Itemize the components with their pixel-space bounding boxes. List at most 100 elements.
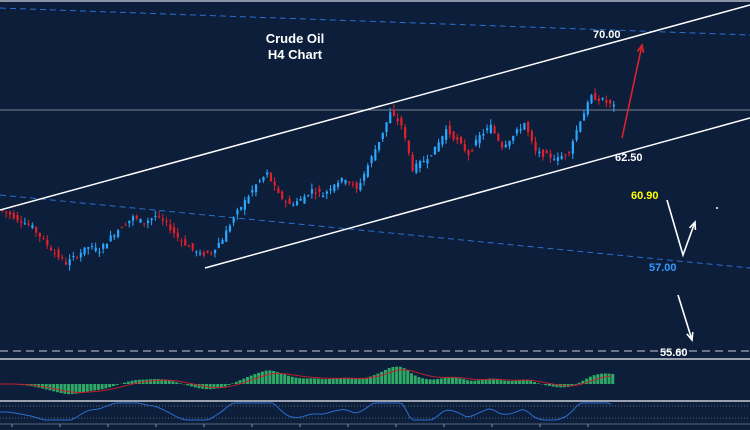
candle-body <box>530 131 533 141</box>
candle-body <box>154 215 157 217</box>
candle-body <box>150 218 153 221</box>
candle-body <box>467 150 470 156</box>
forecast-arrow-bounce-icon-head <box>688 220 697 231</box>
candle-body <box>556 157 560 161</box>
macd-bar <box>350 378 354 384</box>
macd-bar <box>484 379 488 384</box>
candle-body <box>452 131 455 140</box>
level-label-70: 70.00 <box>593 29 621 41</box>
candle-body <box>523 123 526 130</box>
macd-bar <box>503 380 507 384</box>
macd-bar <box>462 379 466 384</box>
candle-body <box>459 137 463 144</box>
candle-body <box>117 230 120 237</box>
macd-bar <box>309 378 313 384</box>
candle-body <box>31 224 34 228</box>
macd-bar <box>149 379 153 384</box>
candle-body <box>564 154 567 156</box>
candle-body <box>385 122 388 133</box>
candle-body <box>571 141 574 154</box>
macd-bar <box>555 384 559 388</box>
macd-bar <box>52 384 56 392</box>
candle-body <box>486 128 489 131</box>
macd-bar <box>152 378 156 384</box>
candle-body <box>568 152 571 154</box>
level-label-60-90: 60.90 <box>631 190 659 202</box>
forecast-arrow-up-icon <box>621 44 643 139</box>
macd-bar <box>279 373 283 384</box>
candle-body <box>508 140 511 147</box>
candle-body <box>251 189 254 193</box>
candle-body <box>307 195 310 197</box>
macd-bar <box>424 379 428 384</box>
macd-bar <box>55 384 59 393</box>
dashed-trendline-lower <box>0 194 750 269</box>
candle-body <box>292 204 295 206</box>
candle-body <box>355 182 358 190</box>
macd-bar <box>477 380 481 384</box>
macd-bar <box>246 377 249 384</box>
macd-bar <box>354 379 358 384</box>
candle-body <box>392 109 396 116</box>
candle-body <box>53 252 56 254</box>
macd-signal-line <box>0 369 612 393</box>
candle-body <box>124 224 127 226</box>
macd-bar <box>547 384 551 386</box>
macd-bar <box>260 371 264 384</box>
macd-bar <box>570 384 574 387</box>
macd-bar <box>451 377 454 384</box>
macd-bar <box>603 373 607 384</box>
candle-body <box>16 215 19 221</box>
candle-body <box>221 240 224 244</box>
macd-bar <box>387 368 391 384</box>
macd-bar <box>380 371 384 384</box>
candle-body <box>64 261 68 265</box>
candle-body <box>322 195 325 198</box>
macd-bar <box>134 380 138 384</box>
candle-body <box>400 117 403 126</box>
candle-body <box>590 95 593 104</box>
marker-dot <box>716 207 718 209</box>
candle-body <box>441 136 444 145</box>
macd-bar <box>115 384 119 385</box>
candle-body <box>57 249 60 258</box>
macd-bar <box>324 379 328 384</box>
macd-bar <box>551 384 555 387</box>
candle-body <box>299 198 302 201</box>
macd-bar <box>328 378 331 384</box>
macd-bar <box>480 379 484 384</box>
macd-bar <box>588 376 592 384</box>
candle-body <box>1 209 4 211</box>
candle-body <box>310 189 314 194</box>
candle-body <box>605 100 608 103</box>
macd-bar <box>227 384 231 386</box>
macd-bar <box>123 382 126 384</box>
candle-body <box>139 218 142 223</box>
candle-body <box>363 173 366 181</box>
candle-body <box>68 259 71 266</box>
candle-body <box>120 227 123 229</box>
macd-bar <box>320 379 324 384</box>
macd-bar <box>190 384 194 387</box>
macd-bar <box>544 384 548 386</box>
macd-bar <box>96 384 100 390</box>
candle-body <box>456 137 459 140</box>
candle-body <box>105 243 109 249</box>
macd-bar <box>465 380 469 384</box>
candle-body <box>269 172 273 182</box>
candle-body <box>318 188 321 192</box>
candle-body <box>61 257 64 259</box>
macd-bar <box>257 372 261 384</box>
macd-bar <box>85 384 89 392</box>
candle-body <box>340 177 343 182</box>
candle-body <box>199 253 202 255</box>
macd-bar <box>70 384 74 395</box>
macd-bar <box>272 370 276 384</box>
macd-bar <box>197 384 201 389</box>
candle-body <box>527 121 530 133</box>
candle-body <box>303 196 306 204</box>
candle-body <box>553 159 556 161</box>
macd-bar <box>529 380 533 384</box>
candle-body <box>277 188 280 193</box>
macd-bar <box>100 384 104 390</box>
